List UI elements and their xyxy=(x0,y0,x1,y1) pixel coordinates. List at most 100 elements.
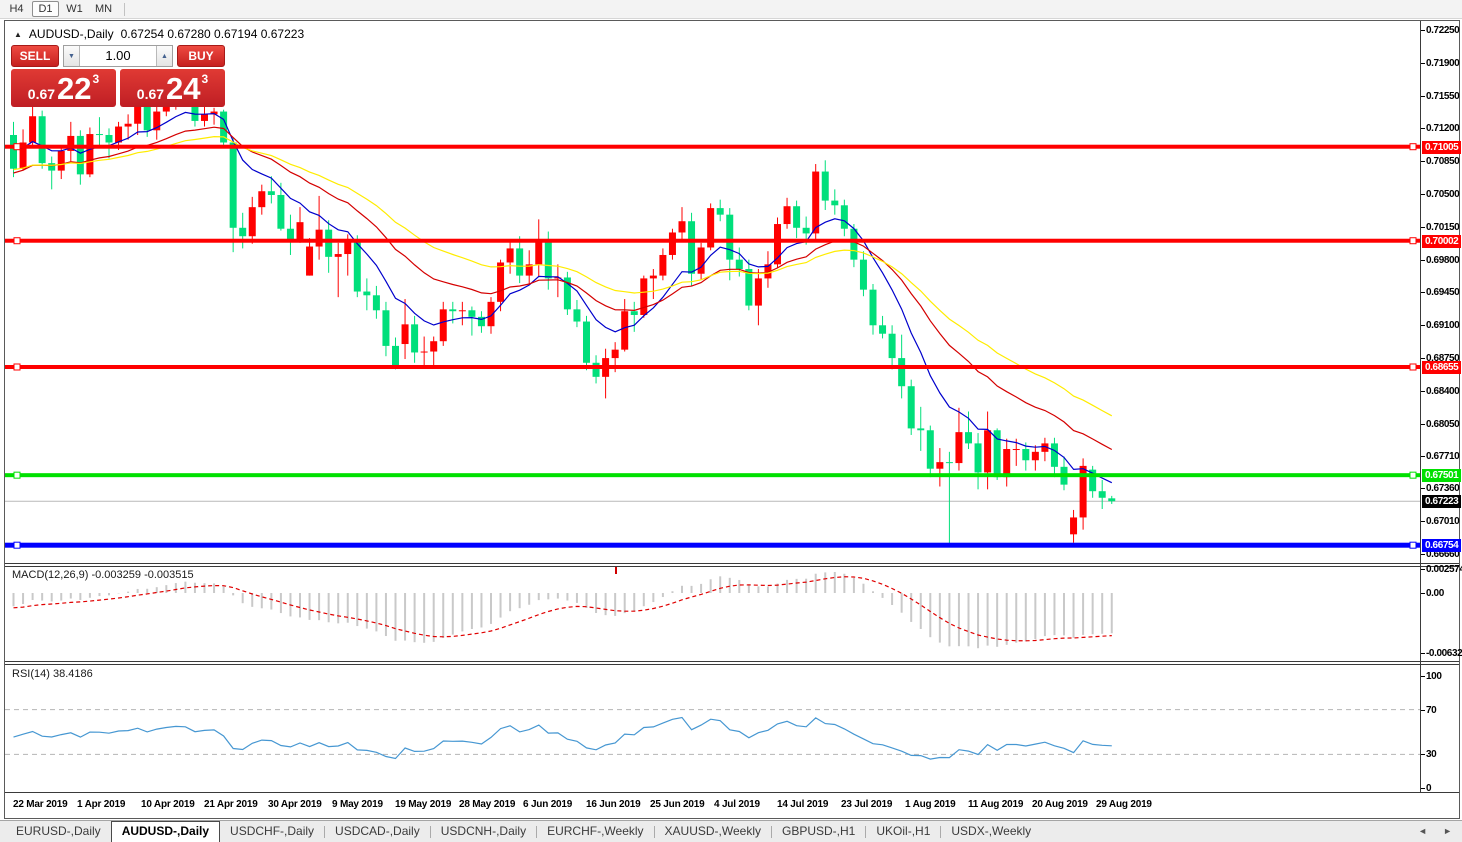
volume-decrease-icon[interactable]: ▼ xyxy=(64,46,80,66)
scale-tick xyxy=(1421,128,1425,130)
moving-average-21 xyxy=(13,126,1113,451)
price-tick-0.67010: 0.67010 xyxy=(1426,516,1460,528)
price-tick-0.69450: 0.69450 xyxy=(1426,287,1460,299)
scale-tick xyxy=(1421,259,1425,261)
moving-average-34 xyxy=(13,135,1113,417)
collapse-arrow-icon[interactable]: ▲ xyxy=(14,29,22,39)
horizontal-line-0.70002[interactable] xyxy=(5,238,1420,243)
scale-tick xyxy=(1421,455,1425,457)
scale-tick xyxy=(1421,423,1425,425)
horizontal-line-0.67501[interactable] xyxy=(5,473,1420,478)
scale-tick xyxy=(1421,653,1425,654)
date-label: 28 May 2019 xyxy=(459,799,516,810)
scale-tick xyxy=(1421,194,1425,196)
timeframe-button-mn[interactable]: MN xyxy=(94,3,113,15)
rsi-line xyxy=(13,716,1112,760)
scale-tick xyxy=(1421,488,1425,490)
toolbar-separator xyxy=(124,2,125,16)
buy-price-figure: 0.67 xyxy=(136,86,165,102)
date-label: 9 May 2019 xyxy=(332,799,383,810)
horizontal-line-0.66754[interactable] xyxy=(5,542,1420,548)
tab-separator xyxy=(865,826,867,838)
volume-stepper: ▼ 1.00 ▲ xyxy=(63,45,173,67)
tabs-scroll-right-icon[interactable]: ► xyxy=(1443,826,1452,836)
price-chart-canvas[interactable] xyxy=(5,22,1420,562)
date-label: 22 Mar 2019 xyxy=(13,799,68,810)
tab-usdx-weekly[interactable]: USDX-,Weekly xyxy=(951,824,1032,838)
date-label: 30 Apr 2019 xyxy=(268,799,322,810)
rsi-indicator-label: RSI(14) 38.4186 xyxy=(12,668,93,680)
macd-tick--0.006326: -0.006326 xyxy=(1426,648,1462,659)
chart-title: ▲ AUDUSD-,Daily 0.67254 0.67280 0.67194 … xyxy=(14,27,304,41)
macd-indicator-label: MACD(12,26,9) -0.003259 -0.003515 xyxy=(12,569,194,581)
tab-usdcnh-daily[interactable]: USDCNH-,Daily xyxy=(440,824,527,838)
price-tick-0.72250: 0.72250 xyxy=(1426,25,1460,36)
date-label: 1 Aug 2019 xyxy=(905,799,956,810)
tab-xauusd-weekly[interactable]: XAUUSD-,Weekly xyxy=(664,824,761,838)
date-label: 16 Jun 2019 xyxy=(586,799,641,810)
panel-separator[interactable] xyxy=(5,563,1459,564)
rsi-chart-canvas[interactable] xyxy=(5,665,1420,791)
timeframe-button-h4[interactable]: H4 xyxy=(9,3,24,15)
level-badge-0.67501: 0.67501 xyxy=(1422,469,1462,483)
date-label: 20 Aug 2019 xyxy=(1032,799,1088,810)
scale-tick xyxy=(1421,292,1425,294)
tab-separator xyxy=(940,826,942,838)
price-tick-0.70850: 0.70850 xyxy=(1426,156,1460,168)
tab-eurusd-daily[interactable]: EURUSD-,Daily xyxy=(16,824,101,838)
price-tick-0.67360: 0.67360 xyxy=(1426,483,1460,495)
scale-tick xyxy=(1421,521,1425,523)
scale-tick xyxy=(1421,788,1425,789)
tab-gbpusd-h1[interactable]: GBPUSD-,H1 xyxy=(782,824,856,838)
price-tick-0.69800: 0.69800 xyxy=(1426,254,1460,266)
volume-increase-icon[interactable]: ▲ xyxy=(156,46,172,66)
panel-separator xyxy=(5,664,1459,665)
horizontal-line-0.71005[interactable] xyxy=(5,144,1420,149)
tab-eurchf-weekly[interactable]: EURCHF-,Weekly xyxy=(547,824,644,838)
price-tick-0.66660: 0.66660 xyxy=(1426,549,1460,560)
scale-tick xyxy=(1421,325,1425,327)
volume-value[interactable]: 1.00 xyxy=(80,46,156,66)
sell-price-button[interactable]: 0.67 22 3 xyxy=(11,69,116,107)
date-label: 6 Jun 2019 xyxy=(523,799,573,810)
date-label: 29 Aug 2019 xyxy=(1096,799,1152,810)
date-label: 1 Apr 2019 xyxy=(77,799,126,810)
buy-price-pips: 24 xyxy=(166,70,201,106)
macd-signal-line xyxy=(13,576,1112,642)
sell-button[interactable]: SELL xyxy=(11,45,59,67)
price-scale-border xyxy=(1420,21,1421,793)
panel-separator[interactable] xyxy=(5,661,1459,662)
level-badge-0.70002: 0.70002 xyxy=(1422,234,1462,248)
buy-button[interactable]: BUY xyxy=(177,45,225,67)
scale-tick xyxy=(1421,95,1425,97)
tabs-scroll-left-icon[interactable]: ◄ xyxy=(1418,826,1428,836)
date-axis[interactable]: 22 Mar 2019 1 Apr 2019 10 Apr 2019 21 Apr 2… xyxy=(5,793,1420,817)
price-tick-0.68050: 0.68050 xyxy=(1426,418,1460,430)
rsi-tick-70: 70 xyxy=(1426,705,1437,716)
price-tick-0.69100: 0.69100 xyxy=(1426,320,1460,332)
level-badge-0.68655: 0.68655 xyxy=(1422,360,1462,374)
tab-ukoil-h1[interactable]: UKOil-,H1 xyxy=(876,824,931,838)
timeframe-button-d1[interactable]: D1 xyxy=(32,1,59,17)
rsi-tick-0: 0 xyxy=(1426,783,1432,794)
tab-separator xyxy=(653,826,655,838)
price-tick-0.71900: 0.71900 xyxy=(1426,57,1460,69)
buy-price-button[interactable]: 0.67 24 3 xyxy=(120,69,225,107)
chart-symbol-period: AUDUSD-,Daily xyxy=(28,27,114,41)
tab-usdchf-daily[interactable]: USDCHF-,Daily xyxy=(230,824,315,838)
tab-audusd-daily[interactable]: AUDUSD-,Daily xyxy=(110,821,221,842)
timeframe-button-w1[interactable]: W1 xyxy=(66,3,83,15)
rsi-tick-100: 100 xyxy=(1426,671,1442,682)
macd-chart-canvas[interactable] xyxy=(5,567,1420,660)
scale-tick xyxy=(1421,754,1425,755)
scale-tick xyxy=(1421,161,1425,163)
scale-tick xyxy=(1421,62,1425,64)
scale-tick xyxy=(1421,30,1425,31)
scale-tick xyxy=(1421,593,1425,594)
current-price-badge: 0.67223 xyxy=(1422,495,1462,509)
tab-usdcad-daily[interactable]: USDCAD-,Daily xyxy=(335,824,420,838)
sell-price-figure: 0.67 xyxy=(27,86,56,102)
one-click-trade-panel: SELL ▼ 1.00 ▲ BUY 0.67 22 3 0.67 24 3 xyxy=(11,45,225,107)
macd-tick-0.00: 0.00 xyxy=(1426,588,1444,599)
horizontal-line-0.68655[interactable] xyxy=(5,364,1420,369)
